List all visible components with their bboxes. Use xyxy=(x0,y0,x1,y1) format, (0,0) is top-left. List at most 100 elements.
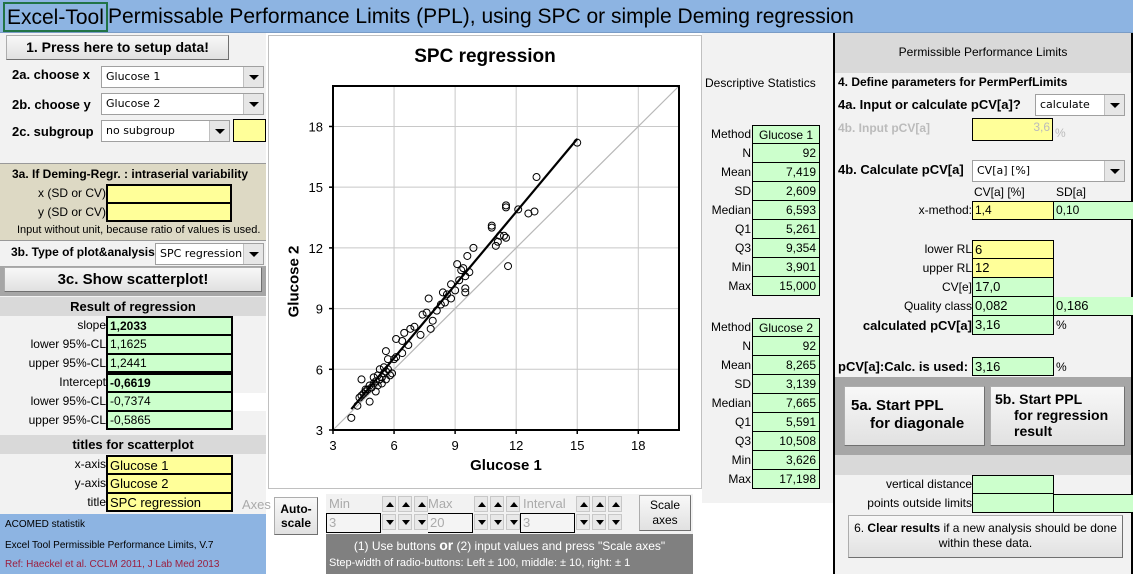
choose-x-value: Glucose 1 xyxy=(106,70,161,83)
setup-data-button[interactable]: 1. Press here to setup data! xyxy=(6,35,229,60)
plot-type-dropdown[interactable]: SPC regression xyxy=(155,243,264,265)
max-up-10-icon[interactable] xyxy=(490,496,504,512)
svg-text:15: 15 xyxy=(309,180,323,195)
yaxis-title-input[interactable]: Glucose 2 xyxy=(106,474,233,493)
stats-value: 3,139 xyxy=(752,375,820,394)
svg-text:3: 3 xyxy=(329,438,336,453)
chevron-down-icon[interactable] xyxy=(209,121,229,141)
stats-label: Q1 xyxy=(734,222,751,236)
min-down-1-icon[interactable] xyxy=(414,514,428,530)
points-outside-label: points outside limits xyxy=(867,496,972,510)
slope-value: 1,2033 xyxy=(106,316,233,335)
interval-down-10-icon[interactable] xyxy=(592,514,606,530)
start-ppl-diagonale-button[interactable]: 5a. Start PPL for diagonale xyxy=(844,386,985,446)
interval-down-1-icon[interactable] xyxy=(608,514,622,530)
stats-row: Q1 5,261 xyxy=(702,220,833,239)
clear-bold: Clear results xyxy=(867,521,941,535)
intercept-value: -0,6619 xyxy=(106,373,233,392)
autoscale-button[interactable]: Auto- scale xyxy=(274,497,318,535)
stats-title: Descriptive Statistics xyxy=(705,76,816,90)
stats-value: 10,508 xyxy=(752,432,820,451)
max-up-1-icon[interactable] xyxy=(506,496,520,512)
interval-up-100-icon[interactable] xyxy=(576,496,590,512)
interval-input[interactable]: 3 xyxy=(520,513,575,533)
chevron-down-icon[interactable] xyxy=(1104,161,1124,181)
used-pcv-value: 3,16 xyxy=(972,357,1054,376)
min-up-100-icon[interactable] xyxy=(382,496,396,512)
regression-header: Result of regression xyxy=(0,297,266,316)
xmethod-cv-input[interactable]: 1,4 xyxy=(972,201,1054,220)
hint-part-a: (1) Use buttons xyxy=(353,539,440,553)
clear-results-button[interactable]: 6. Clear results if a new analysis shoul… xyxy=(848,515,1123,558)
used-pcv-unit: % xyxy=(1056,360,1067,374)
stats-value: 92 xyxy=(752,144,820,163)
q4b-calc-dropdown[interactable]: CV[a] [%] xyxy=(972,160,1125,182)
title-bar: Excel-Tool Permissable Performance Limit… xyxy=(0,0,1133,33)
interval-down-100-icon[interactable] xyxy=(576,514,590,530)
selected-cell-title[interactable]: Excel-Tool xyxy=(3,2,108,32)
max-label: Max xyxy=(428,496,453,511)
left-panel: 1. Press here to setup data! 2a. choose … xyxy=(0,33,266,574)
intercept-upper-value: -0,5865 xyxy=(106,411,233,430)
stats-label: Method xyxy=(710,127,751,141)
chevron-down-icon[interactable] xyxy=(243,67,263,87)
min-down-100-icon[interactable] xyxy=(382,514,396,530)
hint-part-b: (2) input values and press "Scale axes" xyxy=(453,539,666,553)
interval-up-10-icon[interactable] xyxy=(592,496,606,512)
xaxis-title-input[interactable]: Glucose 1 xyxy=(106,455,233,474)
interval-up-1-icon[interactable] xyxy=(608,496,622,512)
choose-x-dropdown[interactable]: Glucose 1 xyxy=(101,66,264,88)
max-up-100-icon[interactable] xyxy=(474,496,488,512)
stats-label: Q3 xyxy=(734,434,751,448)
start-ppl-regression-button[interactable]: 5b. Start PPL for regression result xyxy=(990,386,1125,446)
max-input[interactable]: 20 xyxy=(428,513,473,533)
subgroup-extra-cell[interactable] xyxy=(233,119,266,142)
max-down-1-icon[interactable] xyxy=(506,514,520,530)
chevron-down-icon[interactable] xyxy=(1104,95,1124,115)
show-scatterplot-button[interactable]: 3c. Show scatterplot! xyxy=(4,267,262,292)
upper-rl-input[interactable]: 12 xyxy=(972,259,1054,278)
scale-axes-button[interactable]: Scale axes xyxy=(639,495,691,531)
calc-pcv-label: calculated pCV[a] xyxy=(862,318,972,333)
chevron-down-icon[interactable] xyxy=(243,244,263,264)
chart-title-input[interactable]: SPC regression xyxy=(106,493,233,512)
q4a-dropdown[interactable]: calculate xyxy=(1035,94,1125,116)
max-down-10-icon[interactable] xyxy=(490,514,504,530)
xmethod-label: x-method: xyxy=(918,203,972,217)
min-down-10-icon[interactable] xyxy=(398,514,412,530)
clear-post: if a new analysis should be done within … xyxy=(938,521,1117,550)
subgroup-dropdown[interactable]: no subgroup xyxy=(101,120,230,142)
scatter-plot-area: 3 6 9 12 15 18 3 6 9 12 15 18 xyxy=(309,85,680,453)
q4b-calc-value: CV[a] [%] xyxy=(977,164,1031,177)
stats-label: Min xyxy=(731,453,751,467)
btn5a-line1: 5a. Start PPL xyxy=(851,397,944,414)
stats-label: Max xyxy=(728,472,751,486)
stats-value: 7,419 xyxy=(752,163,820,182)
points-outside-value2 xyxy=(1053,494,1133,513)
min-input[interactable]: 3 xyxy=(326,513,381,533)
scatter-chart[interactable]: SPC regression 3 6 9 12 15 18 3 6 9 12 15 18 Glucos… xyxy=(268,35,702,489)
min-up-1-icon[interactable] xyxy=(414,496,428,512)
choose-y-dropdown[interactable]: Glucose 2 xyxy=(101,93,264,115)
intercept-label: Intercept xyxy=(59,375,106,389)
svg-text:18: 18 xyxy=(631,438,645,453)
lower-rl-input[interactable]: 6 xyxy=(972,240,1054,259)
stats-value: 8,265 xyxy=(752,356,820,375)
svg-text:6: 6 xyxy=(390,438,397,453)
q4b-input-unit: % xyxy=(1055,126,1066,140)
deming-x-input[interactable] xyxy=(106,184,232,203)
stats-value: Glucose 2 xyxy=(752,318,820,337)
chevron-down-icon[interactable] xyxy=(243,94,263,114)
stats-row: Min 3,626 xyxy=(702,451,833,470)
deming-x-label: x (SD or CV) xyxy=(37,186,106,200)
choose-x-label: 2a. choose x xyxy=(12,67,91,82)
svg-text:3: 3 xyxy=(316,423,323,438)
axes-hint-line1: (1) Use buttons or (2) input values and … xyxy=(326,537,693,553)
page-title: Permissable Performance Limits (PPL), us… xyxy=(108,5,854,28)
min-up-10-icon[interactable] xyxy=(398,496,412,512)
stats-value: 6,593 xyxy=(752,201,820,220)
deming-y-input[interactable] xyxy=(106,203,232,222)
q4b-input-value[interactable]: 3,6 xyxy=(972,118,1053,141)
deming-title: 3a. If Deming-Regr. : intraserial variab… xyxy=(12,167,249,181)
max-down-100-icon[interactable] xyxy=(474,514,488,530)
